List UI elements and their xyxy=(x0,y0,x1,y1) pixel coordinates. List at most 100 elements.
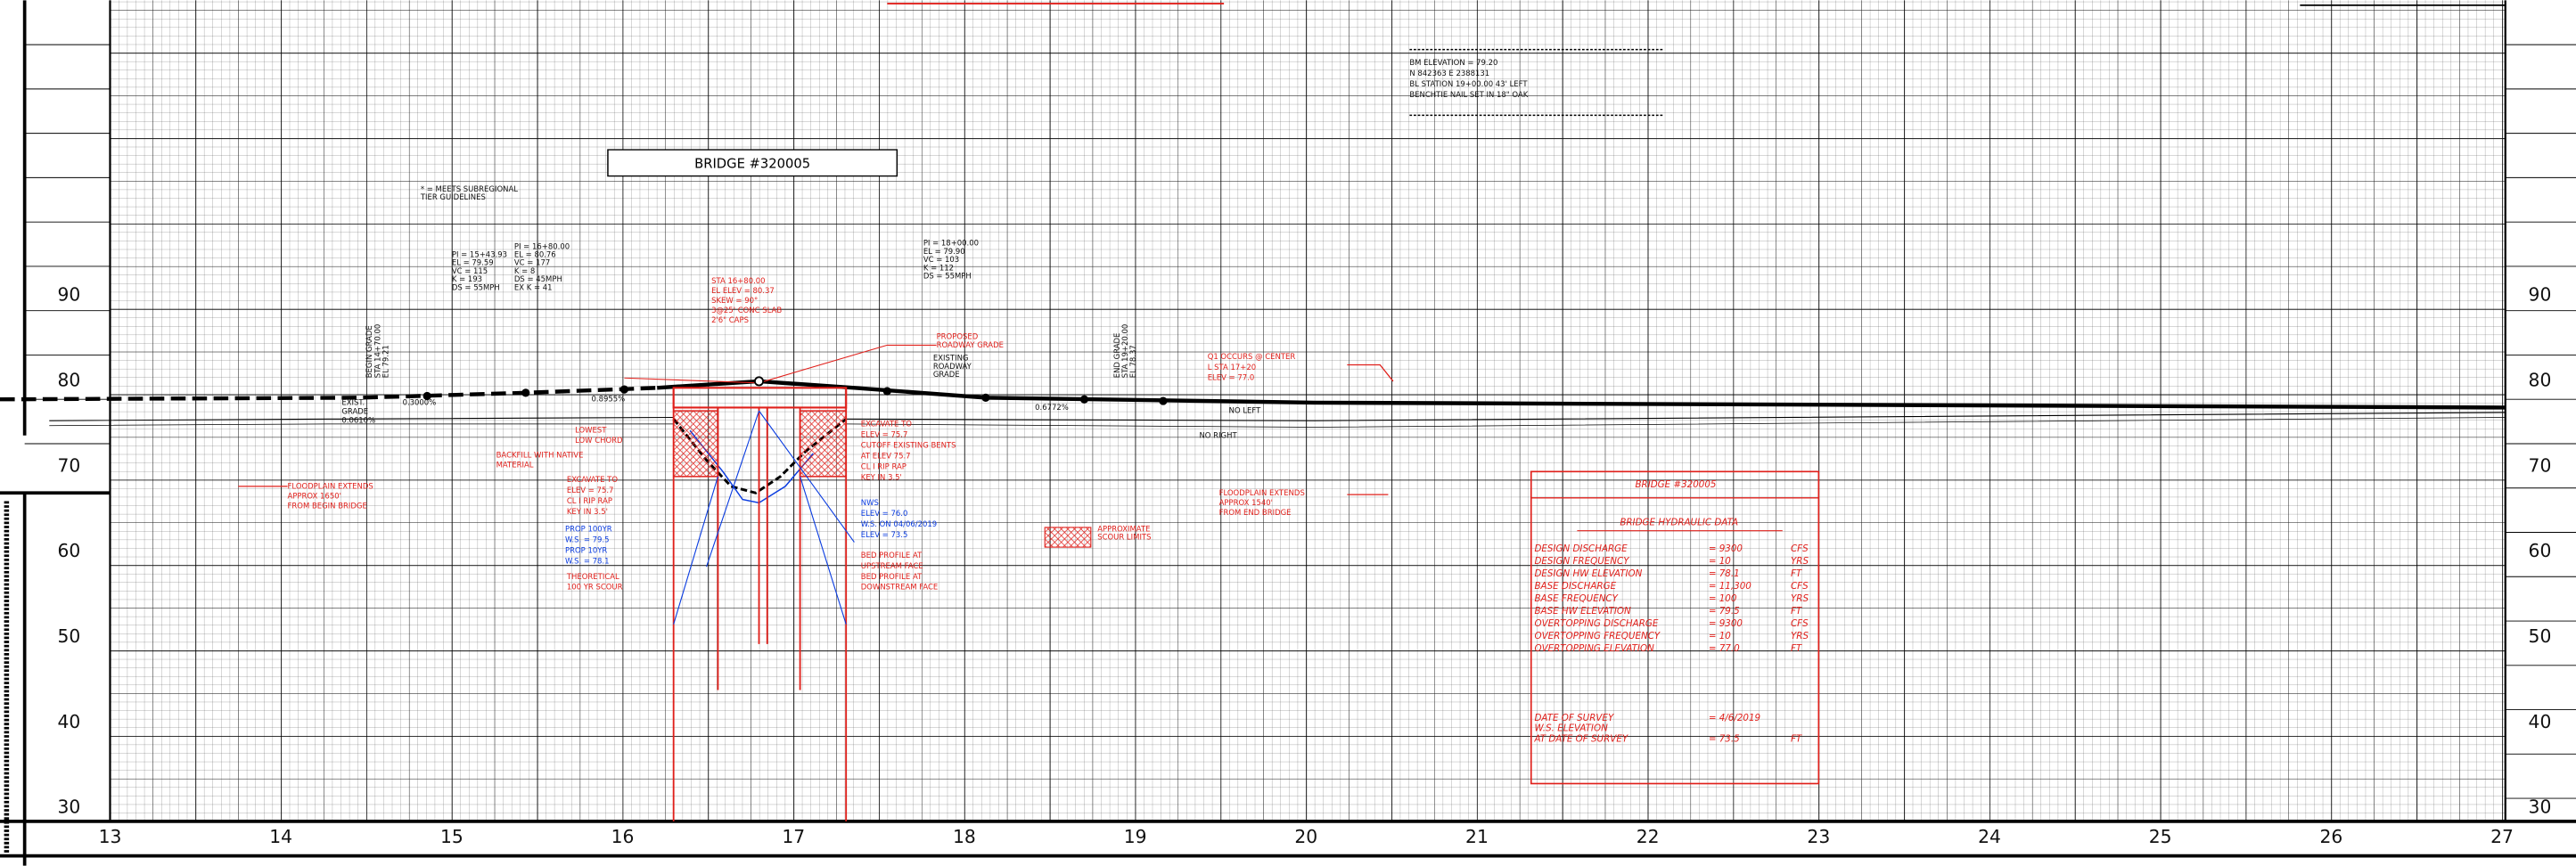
note-text: VC = 103 xyxy=(923,255,959,264)
note-text: 100 YR SCOUR xyxy=(567,583,623,592)
bm-box xyxy=(1409,48,1663,117)
note-text: 3@25' CONC SLAB xyxy=(711,306,782,315)
station-label: 14 xyxy=(269,826,292,847)
table-cell: OVERTOPPING DISCHARGE xyxy=(1534,618,1658,629)
table-title: BRIDGE #320005 xyxy=(1635,479,1716,490)
note-text: PI = 16+80.00 xyxy=(514,241,570,250)
leaders xyxy=(624,344,937,384)
note-text: BL STATION 19+00.00 43' LEFT xyxy=(1409,79,1528,88)
station-label: 19 xyxy=(1124,826,1147,847)
station-label: 23 xyxy=(1807,826,1830,847)
station-label: 24 xyxy=(1978,826,2001,847)
station-label: 22 xyxy=(1637,826,1660,847)
note-text: APPROX 1540' xyxy=(1219,498,1273,507)
table-cell: YRS xyxy=(1791,631,1809,641)
note-text: EXCAVATE TO xyxy=(567,475,618,484)
elevation-label: 50 xyxy=(2529,625,2552,647)
elevation-label: 30 xyxy=(58,797,81,818)
elevation-label: 40 xyxy=(58,711,81,732)
note-text: SKEW = 90° xyxy=(711,296,758,305)
station-label: 21 xyxy=(1465,826,1489,847)
elevation-label: 80 xyxy=(58,369,81,390)
table-cell: = 79.5 xyxy=(1709,606,1740,617)
table-cell: = 78.1 xyxy=(1709,568,1740,579)
note-text: 0.8955% xyxy=(592,395,626,404)
note-text: ELEV = 75.7 xyxy=(567,486,614,494)
table-cell: YRS xyxy=(1791,556,1809,567)
note-text: Q1 OCCURS @ CENTER xyxy=(1208,352,1296,361)
note-text: PI = 15+43.93 xyxy=(452,250,507,259)
note-text: EL = 80.76 xyxy=(514,250,556,259)
note-text: ELEV = 75.7 xyxy=(861,429,908,438)
note-text: VC = 177 xyxy=(514,258,550,267)
note-text: ELEV = 77.0 xyxy=(1208,373,1255,382)
note-text: 0.6772% xyxy=(1035,403,1069,412)
table-cell: YRS xyxy=(1791,593,1809,604)
station-label: 26 xyxy=(2319,826,2342,847)
note-text: 2'6" CAPS xyxy=(711,315,749,324)
table-cell: FT xyxy=(1791,734,1802,745)
major-grid xyxy=(110,0,2506,821)
note-text: NWS xyxy=(861,498,879,507)
note-text: FLOODPLAIN EXTENDS xyxy=(1219,488,1305,497)
leaders xyxy=(238,364,1394,495)
elevation-label: 70 xyxy=(2529,454,2552,476)
note-text: BED PROFILE AT xyxy=(861,572,923,581)
table-cell: CFS xyxy=(1791,618,1809,629)
note-text: EL = 79.90 xyxy=(923,247,965,256)
note-text: DS = 55MPH xyxy=(923,271,972,280)
note-text: THEORETICAL xyxy=(566,572,619,581)
note-text: 0.0610% xyxy=(341,416,375,425)
station-label: 18 xyxy=(953,826,976,847)
station-label: 17 xyxy=(782,826,805,847)
elevation-label: 90 xyxy=(58,284,81,306)
station-label: 20 xyxy=(1294,826,1317,847)
note-text: ROADWAY GRADE xyxy=(937,340,1004,349)
note-text: GRADE xyxy=(933,370,960,379)
note-text: GRADE xyxy=(341,407,368,416)
note-text: EXCAVATE TO xyxy=(861,419,912,428)
bridge-label-box xyxy=(607,149,898,177)
elevation-label: 50 xyxy=(58,625,81,647)
grid xyxy=(109,0,2506,821)
leaders xyxy=(673,410,855,625)
note-text: PI = 18+00.00 xyxy=(923,239,979,248)
table-cell: BASE FREQUENCY xyxy=(1534,593,1618,604)
station-label: 25 xyxy=(2149,826,2172,847)
note-text: K = 193 xyxy=(452,274,482,283)
table-cell: = 100 xyxy=(1709,593,1737,604)
table-cell: DESIGN DISCHARGE xyxy=(1534,543,1628,554)
table-subtitle: BRIDGE HYDRAULIC DATA xyxy=(1620,517,1738,527)
note-text: KEY IN 3.5' xyxy=(861,472,902,481)
table-cell: BASE HW ELEVATION xyxy=(1534,606,1631,617)
existing-grade-dashed xyxy=(0,386,658,402)
note-text: AT ELEV 75.7 xyxy=(861,451,911,460)
note-text: NO RIGHT xyxy=(1199,430,1237,439)
note-text: FLOODPLAIN EXTENDS xyxy=(288,481,373,490)
note-text: BM ELEVATION = 79.20 xyxy=(1409,58,1497,67)
table-cell: FT xyxy=(1791,606,1802,617)
table-cell: DATE OF SURVEY xyxy=(1534,713,1613,723)
note-text: STA 14+70.00 xyxy=(373,324,381,379)
table-cell: OVERTOPPING FREQUENCY xyxy=(1534,631,1660,641)
note-text: FROM BEGIN BRIDGE xyxy=(288,502,367,511)
note-text: LOW CHORD xyxy=(575,436,623,445)
note-text: APPROX 1650' xyxy=(288,491,341,500)
bridge-label: BRIDGE #320005 xyxy=(694,157,810,172)
note-text: EX K = 41 xyxy=(514,282,553,291)
table-cell: = 10 xyxy=(1709,631,1731,641)
note-text: PROPOSED xyxy=(937,332,979,341)
note-text: 0.3000% xyxy=(403,397,437,406)
note-text: APPROXIMATE xyxy=(1097,524,1150,533)
elevation-label: 60 xyxy=(58,540,81,561)
table-cell: DESIGN HW ELEVATION xyxy=(1534,568,1642,579)
note-text: EL 78.37 xyxy=(1128,345,1137,378)
table-cell: DESIGN FREQUENCY xyxy=(1534,556,1629,567)
table-cell: FT xyxy=(1791,643,1802,654)
note-text: END GRADE xyxy=(1112,333,1121,379)
hydraulic-table: BRIDGE #320005 BRIDGE HYDRAULIC DATA DES… xyxy=(1530,470,1820,785)
note-text: W.S. = 78.1 xyxy=(565,556,610,565)
table-cell: FT xyxy=(1791,568,1802,579)
